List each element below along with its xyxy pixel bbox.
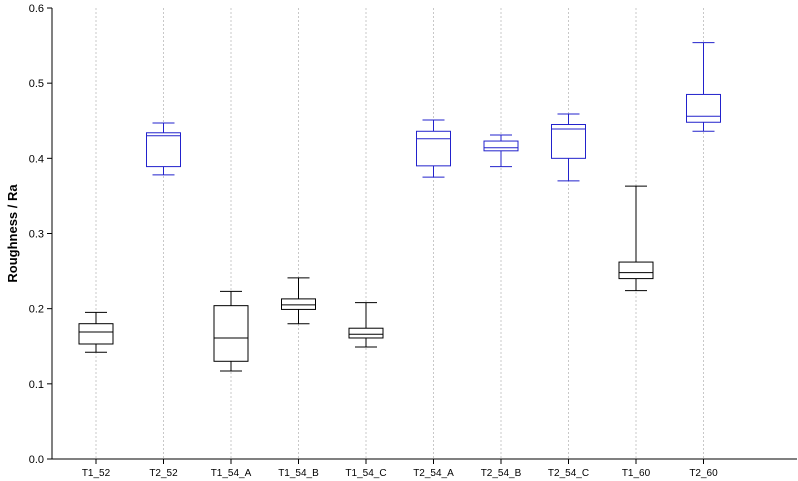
y-tick-label: 0.6 bbox=[29, 3, 44, 15]
iqr-box bbox=[551, 124, 586, 159]
iqr-box bbox=[348, 327, 384, 339]
x-tick-label: T1_54_B bbox=[278, 468, 319, 479]
x-tick-label: T1_54_C bbox=[345, 468, 386, 479]
box-T1_54_B bbox=[281, 277, 316, 325]
x-tick-label: T1_52 bbox=[82, 468, 111, 479]
iqr-box bbox=[618, 261, 654, 280]
y-tick-label: 0.3 bbox=[29, 229, 44, 241]
x-tick-label: T2_60 bbox=[689, 468, 718, 479]
iqr-box bbox=[416, 130, 451, 167]
box-T2_52 bbox=[146, 122, 181, 176]
grid bbox=[95, 8, 704, 464]
box-T2_54_C bbox=[551, 113, 586, 182]
boxes bbox=[78, 42, 721, 372]
y-tick-label: 0.2 bbox=[29, 304, 44, 316]
box-T1_60 bbox=[618, 185, 654, 292]
iqr-box bbox=[686, 93, 721, 123]
x-tick-label: T1_54_A bbox=[211, 468, 252, 479]
box-T1_54_C bbox=[348, 302, 384, 348]
y-axis-label: Roughness / Ra bbox=[5, 184, 20, 283]
y-tick-label: 0.5 bbox=[29, 78, 44, 90]
iqr-box bbox=[213, 305, 249, 362]
iqr-box bbox=[146, 132, 181, 168]
y-ticks: 0.0 0.1 0.2 0.3 0.4 0.5 0.6 bbox=[29, 3, 52, 466]
box-T2_60 bbox=[686, 42, 721, 132]
y-tick-label: 0.0 bbox=[29, 454, 44, 466]
x-tick-label: T2_54_A bbox=[413, 468, 454, 479]
box-T2_54_A bbox=[416, 119, 451, 178]
iqr-box bbox=[281, 298, 316, 310]
x-tick-label: T1_60 bbox=[622, 468, 651, 479]
x-tick-label: T2_54_B bbox=[481, 468, 522, 479]
x-tick-label: T2_52 bbox=[149, 468, 178, 479]
y-tick-label: 0.1 bbox=[29, 379, 44, 391]
iqr-box bbox=[78, 323, 114, 345]
box-T1_54_A bbox=[213, 290, 249, 372]
y-tick-label: 0.4 bbox=[29, 153, 44, 165]
box-T1_52 bbox=[78, 311, 114, 353]
iqr-box bbox=[483, 140, 519, 152]
x-tick-labels: T1_52 T2_52 T1_54_A T1_54_B T1_54_C T2_54_A T2… bbox=[82, 468, 718, 479]
x-tick-label: T2_54_C bbox=[548, 468, 589, 479]
box-T2_54_B bbox=[483, 134, 519, 168]
